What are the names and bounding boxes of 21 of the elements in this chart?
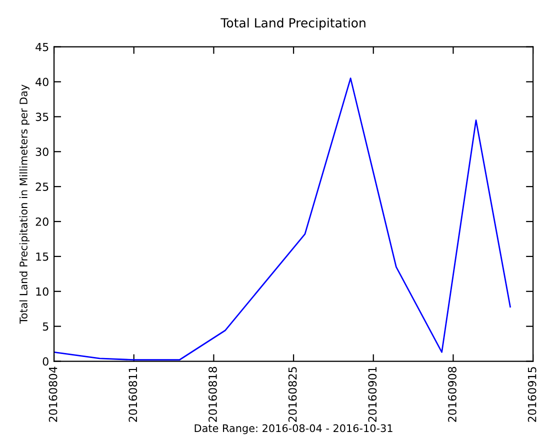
y-tick-label: 5 bbox=[42, 322, 48, 331]
x-tick-label: 20160818 bbox=[208, 366, 217, 422]
y-tick-label: 20 bbox=[36, 217, 48, 226]
x-tick-label: 20160901 bbox=[368, 367, 377, 422]
y-tick-label: 0 bbox=[42, 357, 48, 366]
x-tick-label: 20160825 bbox=[288, 367, 297, 422]
x-tick-label: 20160811 bbox=[128, 367, 138, 422]
y-axis-title: Total Land Precipitation in Millimeters per Day bbox=[19, 84, 30, 324]
x-axis-title: Date Range: 2016-08-04 - 2016-10-31 bbox=[194, 424, 392, 434]
x-tick-label: 20160804 bbox=[48, 366, 58, 422]
x-tick-label: 20160908 bbox=[448, 366, 456, 422]
y-tick-label: 35 bbox=[36, 112, 48, 122]
chart-title: Total Land Precipitation bbox=[220, 18, 366, 30]
y-tick-label: 30 bbox=[36, 148, 48, 156]
y-tick-label: 25 bbox=[36, 182, 48, 191]
y-tick-label: 10 bbox=[36, 287, 48, 296]
y-tick-label: 40 bbox=[36, 78, 48, 86]
y-tick-label: 15 bbox=[36, 252, 48, 261]
x-tick-label: 20160915 bbox=[528, 367, 536, 422]
line-series bbox=[54, 78, 511, 361]
y-tick-label: 45 bbox=[36, 42, 48, 52]
